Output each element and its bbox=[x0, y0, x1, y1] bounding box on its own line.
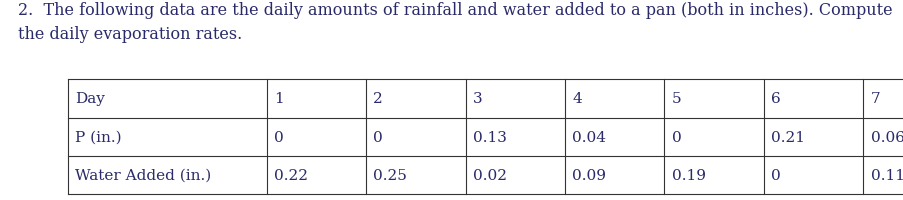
Text: 5: 5 bbox=[671, 92, 681, 106]
Text: 0.21: 0.21 bbox=[770, 130, 805, 144]
Text: 0: 0 bbox=[770, 168, 780, 182]
Text: 0: 0 bbox=[671, 130, 681, 144]
Text: 0.19: 0.19 bbox=[671, 168, 705, 182]
Text: 0.25: 0.25 bbox=[373, 168, 406, 182]
Text: 0.22: 0.22 bbox=[274, 168, 308, 182]
Text: Water Added (in.): Water Added (in.) bbox=[75, 168, 211, 182]
Text: 0.06: 0.06 bbox=[870, 130, 903, 144]
Text: 2: 2 bbox=[373, 92, 383, 106]
Text: 2.  The following data are the daily amounts of rainfall and water added to a pa: 2. The following data are the daily amou… bbox=[18, 2, 892, 42]
Text: 0.02: 0.02 bbox=[472, 168, 507, 182]
Text: 0: 0 bbox=[373, 130, 383, 144]
Text: 4: 4 bbox=[572, 92, 582, 106]
Text: 7: 7 bbox=[870, 92, 880, 106]
Text: 0.11: 0.11 bbox=[870, 168, 903, 182]
Text: Day: Day bbox=[75, 92, 105, 106]
Text: 0: 0 bbox=[274, 130, 284, 144]
Text: 6: 6 bbox=[770, 92, 780, 106]
Text: 0.13: 0.13 bbox=[472, 130, 506, 144]
Text: P (in.): P (in.) bbox=[75, 130, 122, 144]
Text: 3: 3 bbox=[472, 92, 482, 106]
Text: 1: 1 bbox=[274, 92, 284, 106]
Text: 0.04: 0.04 bbox=[572, 130, 606, 144]
Text: 0.09: 0.09 bbox=[572, 168, 606, 182]
